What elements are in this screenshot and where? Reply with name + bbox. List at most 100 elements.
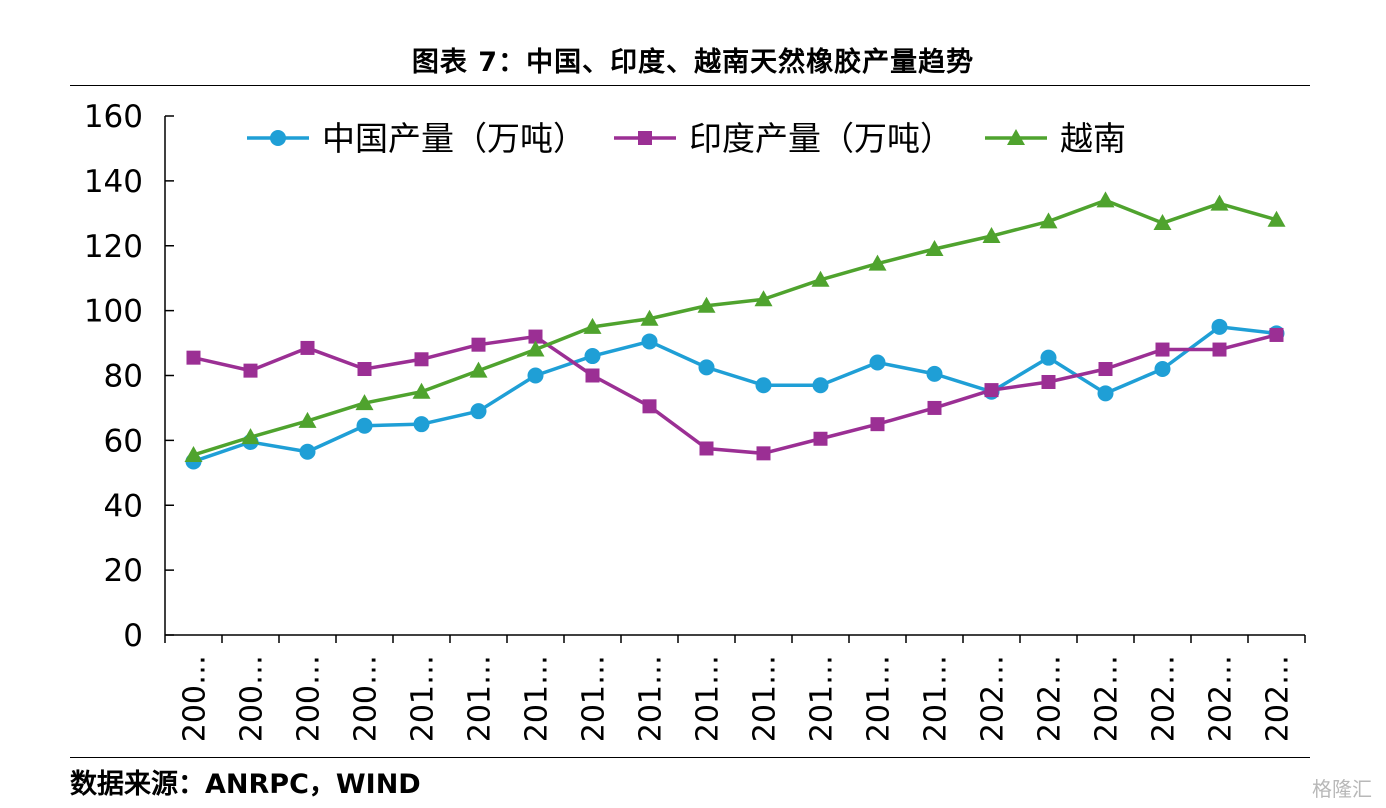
series-line-3	[192, 198, 1277, 457]
legend-marker	[638, 131, 652, 145]
x-tick-label: 202…	[1090, 655, 1125, 742]
data-point	[926, 365, 943, 382]
data-point	[641, 333, 658, 350]
series-line-1	[192, 325, 1277, 464]
data-point	[528, 329, 543, 344]
top-rule	[70, 85, 1310, 86]
x-tick-label: 202…	[1204, 655, 1239, 742]
x-tick-label: 201…	[919, 655, 954, 742]
x-tick-label: 201…	[748, 655, 783, 742]
x-tick-label: 200…	[349, 655, 384, 742]
data-point	[186, 350, 201, 365]
data-point	[984, 383, 999, 398]
legend-marker	[270, 130, 286, 146]
data-point	[584, 348, 601, 365]
x-tick-label: 200…	[178, 655, 213, 742]
y-tick-label: 0	[123, 618, 143, 654]
data-point	[1210, 194, 1229, 211]
data-point	[925, 239, 944, 256]
legend-label: 印度产量（万吨）	[689, 119, 953, 158]
data-point	[299, 443, 316, 460]
x-tick-label: 201…	[463, 655, 498, 742]
bottom-rule	[70, 757, 1310, 758]
data-point	[471, 337, 486, 352]
x-tick-label: 202…	[1147, 655, 1182, 742]
data-point	[470, 403, 487, 420]
data-point	[356, 417, 373, 434]
x-tick-label: 202…	[1033, 655, 1068, 742]
data-point	[585, 368, 600, 383]
data-point	[413, 416, 430, 433]
data-point	[811, 270, 830, 287]
data-point	[355, 394, 374, 411]
y-tick-label: 160	[84, 99, 143, 135]
data-point	[868, 254, 887, 271]
data-point	[1153, 214, 1172, 231]
data-point	[1039, 212, 1058, 229]
data-point	[697, 296, 716, 313]
data-point	[642, 399, 657, 414]
data-point	[812, 377, 829, 394]
data-point	[982, 227, 1001, 244]
x-tick-label: 201…	[577, 655, 612, 742]
data-point	[870, 417, 885, 432]
data-point	[754, 290, 773, 307]
x-tick-label: 201…	[634, 655, 669, 742]
data-point	[1096, 191, 1115, 208]
legend-marker	[1007, 129, 1025, 145]
series-line-2	[193, 333, 1277, 456]
data-point	[640, 309, 659, 326]
data-point	[699, 441, 714, 456]
data-point	[243, 363, 258, 378]
data-point	[527, 367, 544, 384]
data-point	[927, 400, 942, 415]
legend-label: 中国产量（万吨）	[322, 119, 586, 158]
data-point	[1040, 349, 1057, 366]
x-tick-label: 201…	[406, 655, 441, 742]
x-tick-label: 200…	[292, 655, 327, 742]
data-point	[756, 446, 771, 461]
data-point	[357, 362, 372, 377]
y-tick-label: 60	[104, 423, 143, 459]
source-note: 数据来源：ANRPC，WIND	[70, 769, 421, 800]
data-point	[813, 431, 828, 446]
line-chart: 0 20 40 60 80 100 120 140 160 200… 200… 200… 200… 201…	[84, 99, 1306, 742]
data-point	[755, 377, 772, 394]
x-tick-label: 201…	[805, 655, 840, 742]
data-point	[1097, 385, 1114, 402]
data-point	[412, 382, 431, 399]
data-point	[1267, 210, 1286, 227]
data-point	[869, 354, 886, 371]
data-point	[1098, 362, 1113, 377]
x-tick-label: 201…	[520, 655, 555, 742]
data-point	[1212, 342, 1227, 357]
data-point	[1154, 361, 1171, 378]
y-tick-label: 140	[84, 164, 143, 200]
data-point	[469, 361, 488, 378]
data-point	[1211, 318, 1228, 335]
y-tick-label: 80	[104, 359, 143, 395]
watermark: 格隆汇	[1312, 777, 1372, 801]
x-tick-label: 202…	[1261, 655, 1296, 742]
data-point	[414, 352, 429, 367]
data-point	[298, 411, 317, 428]
x-tick-label: 201…	[862, 655, 897, 742]
data-point	[184, 445, 203, 462]
data-point	[1269, 327, 1284, 342]
x-tick-label: 201…	[691, 655, 726, 742]
data-point	[1155, 342, 1170, 357]
data-point	[300, 340, 315, 355]
data-point	[1041, 374, 1056, 389]
legend-label: 越南	[1060, 119, 1126, 158]
y-tick-label: 40	[104, 488, 143, 524]
data-point	[241, 428, 260, 445]
y-tick-label: 100	[84, 294, 143, 330]
x-tick-label: 200…	[235, 655, 270, 742]
y-tick-label: 20	[104, 553, 143, 589]
chart-title: 图表 7：中国、印度、越南天然橡胶产量趋势	[411, 47, 975, 78]
y-tick-label: 120	[84, 229, 143, 265]
x-tick-label: 202…	[976, 655, 1011, 742]
data-point	[526, 340, 545, 357]
data-point	[583, 317, 602, 334]
data-point	[698, 359, 715, 376]
